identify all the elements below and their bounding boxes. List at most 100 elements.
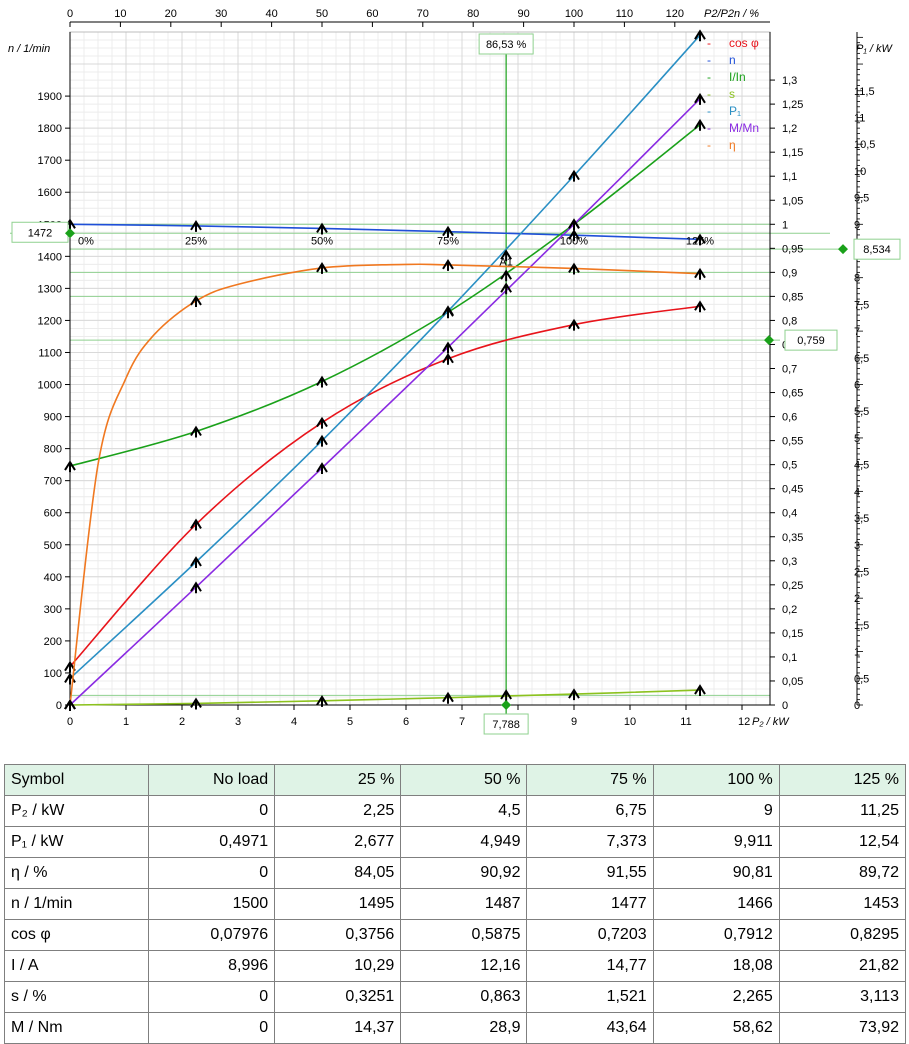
- series-line: [69, 98, 701, 706]
- right-tick-label: 11: [854, 112, 865, 124]
- right-tick-label: 5,5: [854, 406, 869, 418]
- legend-dash: -: [707, 138, 711, 152]
- right-tick-label: 3,5: [854, 513, 869, 525]
- top-tick-label: 30: [215, 8, 227, 20]
- mid-tick-label: 0,15: [782, 628, 803, 640]
- table-cell: 58,62: [652, 1012, 780, 1044]
- load-point-marker: [694, 118, 706, 131]
- mid-tick-label: 0,35: [782, 532, 803, 544]
- row-label: P₂ / kW: [4, 795, 149, 827]
- x-tick-label: 7: [459, 716, 465, 728]
- table-cell: 3,113: [778, 981, 907, 1013]
- table-cell: 84,05: [274, 857, 402, 889]
- right-tick-label: 5: [854, 433, 860, 445]
- left-tick-label: 1600: [38, 187, 62, 199]
- legend-entry: cos φ: [729, 36, 759, 50]
- left-tick-label: 200: [44, 636, 62, 648]
- table-cell: 8,996: [147, 950, 276, 982]
- operating-point-diamond: [764, 335, 774, 346]
- mid-tick-label: 0,55: [782, 436, 803, 448]
- table-row: M / Nm 0 14,37 28,9 43,64 58,62 73,92: [4, 1012, 907, 1044]
- legend-entry: I/In: [729, 70, 746, 84]
- operating-point-p1-box: [853, 238, 901, 260]
- mid-tick-label: 0,8: [782, 315, 797, 327]
- row-label: η / %: [4, 857, 149, 889]
- x-tick-label: 4: [291, 716, 297, 728]
- operating-point-diamond: [501, 700, 512, 710]
- right-tick-label: 4: [854, 486, 860, 498]
- load-point-marker: [316, 462, 328, 475]
- motor-characteristics-chart: 0123456789101112P₂ / kW01020304050607080…: [8, 8, 901, 735]
- load-point-marker: [442, 259, 454, 271]
- load-point-marker: [694, 300, 706, 313]
- legend-dash: -: [707, 104, 711, 118]
- column-header: No load: [147, 764, 276, 796]
- mid-tick-label: 0,95: [782, 243, 803, 255]
- column-header: 75 %: [526, 764, 654, 796]
- load-point-marker: [568, 262, 580, 275]
- table-cell: 0,5875: [400, 919, 528, 951]
- row-label: P₁ / kW: [4, 826, 149, 858]
- load-point-marker: [316, 694, 328, 707]
- performance-table: Symbol No load 25 % 50 % 75 % 100 % 125 % P₂ / …: [4, 764, 907, 1044]
- load-point-marker: [568, 169, 580, 182]
- operating-point-percent: 86,53 %: [486, 39, 527, 51]
- load-point-marker: [442, 225, 454, 238]
- left-tick-label: 1700: [38, 155, 62, 167]
- load-point-marker: [64, 460, 76, 473]
- mid-tick-label: 0,2: [782, 604, 797, 616]
- mid-tick-label: 0,05: [782, 676, 803, 688]
- right-tick-label: 3: [854, 540, 860, 552]
- legend-dash: -: [707, 121, 711, 135]
- left-tick-label: 0: [56, 700, 62, 712]
- operating-point-cos: 0,759: [797, 335, 825, 347]
- legend-entry: P₁: [729, 104, 741, 118]
- load-point-marker: [694, 684, 706, 697]
- load-point-marker: [316, 262, 328, 274]
- right-tick-label: 0,5: [854, 673, 869, 685]
- mid-tick-label: 1,1: [782, 171, 797, 183]
- table-cell: 9: [652, 795, 780, 827]
- load-point-marker: [694, 29, 706, 42]
- series-line: [69, 263, 701, 706]
- right-tick-label: 10: [854, 166, 866, 178]
- operating-point-diamond: [65, 228, 75, 239]
- right-tick-label: 2,5: [854, 566, 869, 578]
- left-tick-label: 1900: [38, 91, 62, 103]
- top-tick-label: 10: [114, 8, 126, 20]
- right-tick-label: 6,5: [854, 353, 869, 365]
- series-line: [69, 124, 701, 467]
- table-cell: 11,25: [778, 795, 907, 827]
- legend-dash: -: [707, 36, 711, 50]
- load-point-marker: [190, 220, 202, 232]
- load-point-marker: [316, 416, 328, 429]
- mid-tick-label: 0,5: [782, 460, 797, 472]
- load-point-marker: [442, 341, 454, 354]
- table-row: P₁ / kW 0,4971 2,677 4,949 7,373 9,911 12,54: [4, 826, 907, 858]
- x-tick-label: 11: [680, 716, 691, 728]
- top-tick-label: 20: [165, 8, 177, 20]
- left-tick-label: 500: [44, 540, 62, 552]
- table-cell: 4,949: [400, 826, 528, 858]
- right-tick-label: 11,5: [854, 86, 875, 98]
- row-label: I / A: [4, 950, 149, 982]
- data-table: Symbol No load 25 % 50 % 75 % 100 % 125 % P₂ / …: [4, 764, 907, 1044]
- top-tick-label: 90: [517, 8, 529, 20]
- row-label: n / 1/min: [4, 888, 149, 920]
- top-tick-label: 120: [666, 8, 684, 20]
- table-cell: 21,82: [778, 950, 907, 982]
- x-tick-label: 3: [235, 716, 241, 728]
- table-cell: 0,3251: [274, 981, 402, 1013]
- operating-point-diamond: [838, 244, 848, 255]
- table-row: n / 1/min 1500 1495 1487 1477 1466 1453: [4, 888, 907, 920]
- table-cell: 1487: [400, 888, 528, 920]
- load-point-marker: [694, 267, 706, 280]
- series-line: [69, 34, 701, 680]
- series-line: [69, 305, 701, 668]
- table-cell: 90,81: [652, 857, 780, 889]
- load-point-label: 75%: [437, 235, 459, 247]
- table-cell: 2,265: [652, 981, 780, 1013]
- table-row: I / A 8,996 10,29 12,16 14,77 18,08 21,82: [4, 950, 907, 982]
- table-cell: 12,16: [400, 950, 528, 982]
- load-point-marker: [190, 581, 202, 594]
